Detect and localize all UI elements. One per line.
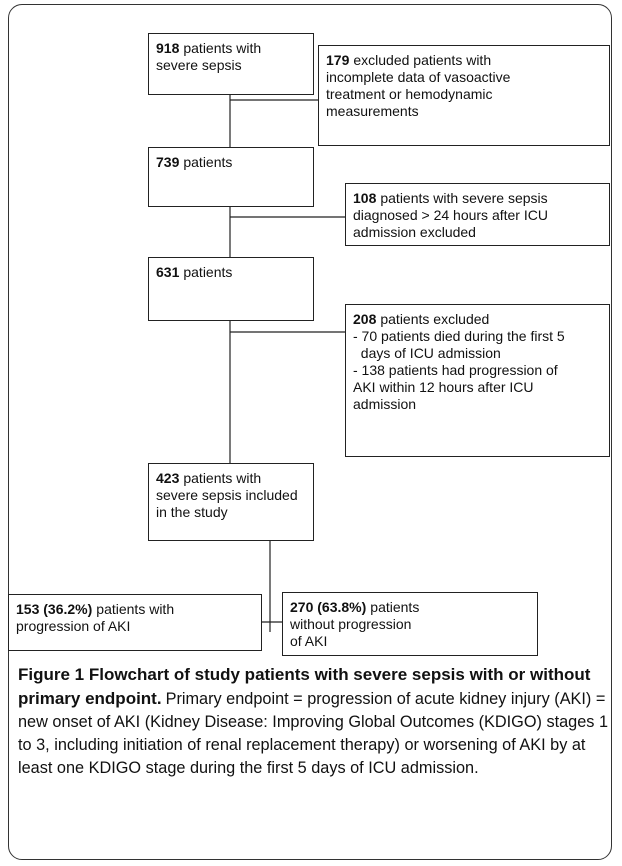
node-text: severe sepsis included [156, 487, 298, 503]
node-text: - 138 patients had progression of [353, 362, 558, 378]
flow-box: 179 excluded patients with incomplete data… [318, 45, 610, 146]
node-number: 208 [353, 311, 377, 327]
caption-text: Primary endpoint = progression of acute … [18, 690, 609, 777]
node-text: in the study [156, 504, 228, 520]
node-text: excluded patients with [353, 52, 492, 68]
node-text: days of ICU admission [353, 345, 501, 361]
node-text: diagnosed > 24 hours after ICU [353, 207, 548, 223]
flow-box: 108 patients with severe sepsis diagnosed … [345, 183, 610, 246]
flow-box: 631 patients [148, 257, 314, 321]
node-number: 739 [156, 154, 180, 170]
node-number: 179 [326, 52, 350, 68]
node-text: severe sepsis [156, 57, 242, 73]
node-number: 631 [156, 264, 180, 280]
node-text: - 70 patients died during the first 5 [353, 328, 565, 344]
node-text: patients [370, 599, 420, 615]
flow-box: 208 patients excluded - 70 patients died d… [345, 304, 610, 457]
node-text: treatment or hemodynamic [326, 86, 493, 102]
flow-box: 739 patients [148, 147, 314, 207]
caption-title: Figure 1 Flowchart of study patients wit… [18, 665, 591, 708]
node-text: admission excluded [353, 224, 476, 240]
node-text: of AKI [290, 633, 328, 649]
node-number: 108 [353, 190, 377, 206]
flow-box: 918 patients with severe sepsis [148, 33, 314, 95]
node-text: AKI within 12 hours after ICU [353, 379, 534, 395]
node-number: 153 (36.2%) [16, 601, 93, 617]
node-text: incomplete data of vasoactive [326, 69, 511, 85]
flow-box: 153 (36.2%) patients with progression of A… [8, 594, 262, 651]
node-text: patients [183, 264, 233, 280]
node-text: patients with [183, 40, 262, 56]
figure-caption: Figure 1 Flowchart of study patients wit… [18, 663, 610, 780]
node-number: 270 (63.8%) [290, 599, 367, 615]
figure-frame [8, 4, 612, 860]
flow-box: 270 (63.8%) patients without progression of… [282, 592, 538, 656]
node-text: patients [183, 154, 233, 170]
node-text: patients excluded [380, 311, 490, 327]
flow-box: 423 patients with severe sepsis included in… [148, 463, 314, 541]
node-number: 423 [156, 470, 180, 486]
node-text: measurements [326, 103, 419, 119]
node-text: patients with [183, 470, 262, 486]
node-number: 918 [156, 40, 180, 56]
node-text: patients with severe sepsis [380, 190, 548, 206]
node-text: patients with [96, 601, 175, 617]
node-text: admission [353, 396, 417, 412]
node-text: progression of AKI [16, 618, 131, 634]
node-text: without progression [290, 616, 412, 632]
